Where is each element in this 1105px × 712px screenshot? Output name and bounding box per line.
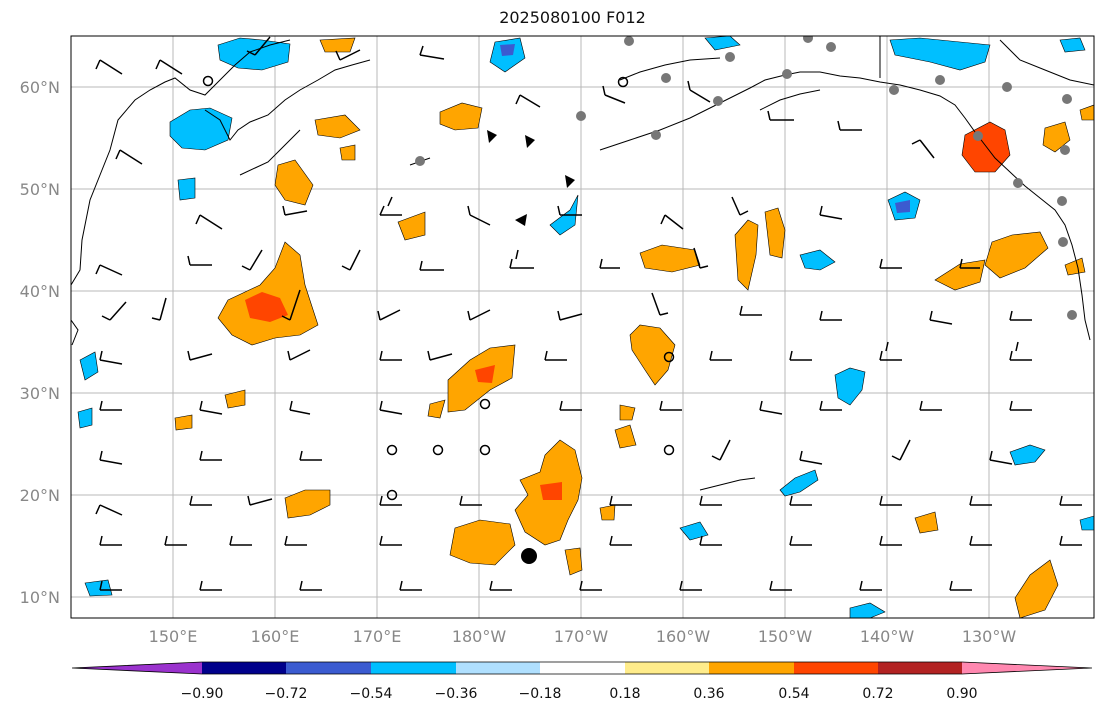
positive-anomaly-fill: [174, 37, 1094, 618]
lat-label: 30°N: [20, 384, 60, 403]
colorbar-swatch: [456, 662, 540, 674]
lon-label: 150°E: [149, 627, 198, 646]
wind-pennants: [487, 130, 575, 226]
colorbar-tick-label: 0.36: [693, 686, 724, 702]
lat-label: 40°N: [20, 282, 60, 301]
colorbar-tick-label: 0.72: [862, 686, 893, 702]
lon-label: 130°W: [962, 627, 1017, 646]
latitude-labels: 60°N 50°N 40°N 30°N 20°N 10°N: [20, 78, 60, 607]
coastlines: [71, 36, 1094, 491]
colorbar-swatch: [371, 662, 456, 674]
colorbar-swatch: [709, 662, 794, 674]
lon-label: 160°E: [251, 627, 300, 646]
tropical-center-marker: [521, 548, 537, 564]
colorbar-swatch: [286, 662, 371, 674]
lon-label: 170°E: [353, 627, 402, 646]
map-title: 2025080100 F012: [499, 8, 646, 27]
colorbar-swatch: [540, 662, 625, 674]
colorbar: [71, 661, 1093, 675]
lon-label: 160°W: [656, 627, 711, 646]
wind-barbs: [95, 36, 1082, 591]
lat-label: 10°N: [20, 588, 60, 607]
map-frame: [70, 35, 1095, 619]
colorbar-outline: [71, 661, 1093, 675]
negative-anomaly-fill: [77, 36, 1094, 618]
colorbar-extend-high: [962, 662, 1092, 674]
colorbar-tick-label: −0.54: [350, 686, 393, 702]
colorbar-tick-label: −0.90: [181, 686, 224, 702]
lon-label: 140°W: [860, 627, 915, 646]
colorbar-extend-low: [72, 662, 202, 674]
colorbar-tick-label: −0.36: [435, 686, 478, 702]
lat-label: 50°N: [20, 180, 60, 199]
colorbar-swatch: [625, 662, 709, 674]
colorbar-swatch: [878, 662, 962, 674]
colorbar-labels: −0.90 −0.72 −0.54 −0.36 −0.18 0.18 0.36 …: [181, 686, 978, 702]
lon-label: 170°W: [554, 627, 609, 646]
station-markers: [202, 36, 1077, 564]
colorbar-tick-label: 0.90: [946, 686, 977, 702]
lon-label: 180°W: [452, 627, 507, 646]
lat-label: 20°N: [20, 486, 60, 505]
colorbar-tick-label: −0.72: [265, 686, 308, 702]
colorbar-tick-label: 0.54: [778, 686, 809, 702]
colorbar-swatch: [794, 662, 878, 674]
longitude-labels: 150°E 160°E 170°E 180°W 170°W 160°W 150°…: [149, 627, 1017, 646]
lat-label: 60°N: [20, 78, 60, 97]
colorbar-tick-label: 0.18: [609, 686, 640, 702]
lon-label: 150°W: [758, 627, 813, 646]
colorbar-swatch: [202, 662, 286, 674]
graticule: [71, 36, 1094, 618]
colorbar-tick-label: −0.18: [519, 686, 562, 702]
